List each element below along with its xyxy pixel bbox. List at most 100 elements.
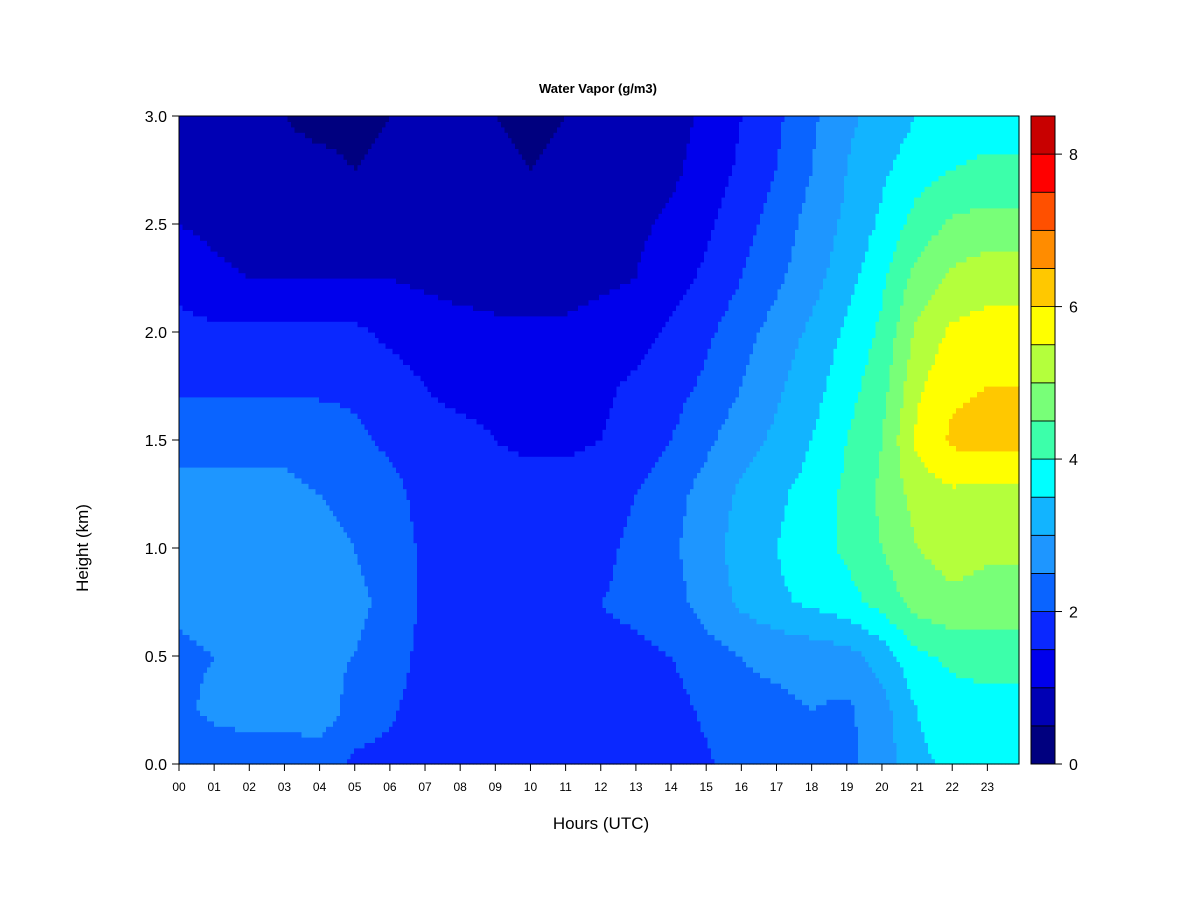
heatmap-cell — [606, 116, 611, 295]
heatmap-cell — [532, 164, 537, 317]
heatmap-cell — [326, 321, 331, 403]
heatmap-cell — [945, 440, 950, 484]
heatmap-cell — [756, 623, 761, 673]
heatmap-cell — [679, 677, 684, 765]
heatmap-cell — [221, 726, 226, 765]
heatmap-cell — [711, 229, 716, 338]
heatmap-cell — [879, 310, 884, 452]
heatmap-cell — [1001, 683, 1006, 765]
heatmap-cell — [301, 483, 306, 738]
x-tick-label: 11 — [559, 780, 572, 794]
heatmap-cell — [308, 278, 313, 322]
heatmap-cell — [959, 580, 964, 630]
heatmap-cell — [280, 731, 285, 765]
heatmap-cell — [746, 612, 751, 668]
heatmap-cell — [784, 585, 789, 635]
heatmap-cell — [991, 629, 996, 684]
heatmap-cell — [179, 396, 184, 468]
heatmap-cell — [252, 278, 257, 322]
heatmap-cell — [959, 450, 964, 484]
heatmap-cell — [193, 639, 198, 765]
heatmap-cell — [903, 137, 908, 225]
heatmap-cell — [511, 116, 516, 144]
heatmap-cell — [648, 116, 653, 236]
heatmap-cell — [347, 116, 352, 166]
heatmap-cell — [760, 623, 765, 679]
heatmap-cell — [970, 575, 975, 630]
heatmap-cell — [1001, 450, 1006, 484]
heatmap-cell — [378, 116, 383, 133]
heatmap-cell — [252, 396, 257, 468]
heatmap-cell — [879, 116, 884, 203]
heatmap-cell — [252, 321, 257, 398]
heatmap-cell — [200, 116, 205, 241]
heatmap-cell — [686, 288, 691, 398]
heatmap-cell — [546, 116, 551, 144]
heatmap-cell — [833, 116, 838, 236]
heatmap-cell — [949, 116, 954, 171]
heatmap-cell — [767, 677, 772, 765]
heatmap-cell — [336, 116, 341, 155]
heatmap-cell — [672, 310, 677, 430]
heatmap-cell — [210, 656, 215, 662]
x-tick-label: 07 — [418, 780, 432, 794]
heatmap-cell — [420, 380, 425, 765]
heatmap-cell — [875, 116, 880, 214]
heatmap-cell — [973, 310, 978, 398]
heatmap-cell — [816, 607, 821, 641]
heatmap-cell — [308, 737, 313, 765]
heatmap-cell — [637, 634, 642, 765]
heatmap-cell — [238, 731, 243, 765]
heatmap-cell — [760, 116, 765, 214]
heatmap-cell — [977, 207, 982, 257]
heatmap-cell — [399, 359, 404, 479]
heatmap-cell — [721, 315, 726, 425]
heatmap-cell — [245, 278, 250, 322]
heatmap-cell — [420, 288, 425, 382]
heatmap-cell — [182, 634, 187, 765]
heatmap-cell — [938, 283, 943, 344]
heatmap-cell — [557, 456, 562, 765]
x-tick-label: 16 — [735, 780, 749, 794]
heatmap-cell — [886, 699, 891, 765]
heatmap-cell — [882, 688, 887, 765]
heatmap-cell — [382, 450, 387, 733]
heatmap-cell — [350, 116, 355, 166]
heatmap-cell — [987, 305, 992, 387]
heatmap-cell — [840, 699, 845, 765]
heatmap-cell — [609, 580, 614, 614]
heatmap-cell — [231, 726, 236, 765]
heatmap-cell — [840, 618, 845, 646]
x-tick-label: 18 — [805, 780, 819, 794]
heatmap-cell — [886, 564, 891, 619]
heatmap-cell — [728, 407, 733, 511]
heatmap-cell — [312, 737, 317, 765]
heatmap-cell — [616, 386, 621, 549]
heatmap-cell — [287, 396, 292, 473]
heatmap-cell — [945, 629, 950, 668]
heatmap-cell — [1012, 305, 1017, 387]
heatmap-cell — [959, 629, 964, 679]
heatmap-cell — [245, 116, 250, 279]
heatmap-cell — [364, 618, 369, 743]
heatmap-cell — [382, 126, 387, 279]
heatmap-cell — [413, 288, 418, 376]
heatmap-cell — [291, 116, 296, 128]
heatmap-cell — [924, 116, 929, 187]
heatmap-cell — [889, 710, 894, 765]
heatmap-cell — [445, 299, 450, 409]
heatmap-cell — [182, 229, 187, 311]
heatmap-cell — [903, 116, 908, 139]
heatmap-cell — [861, 261, 866, 376]
heatmap-cell — [952, 213, 957, 268]
heatmap-cell — [452, 407, 457, 765]
heatmap-cell — [308, 137, 313, 279]
heatmap-cell — [207, 720, 212, 765]
colorbar-swatch — [1030, 268, 1056, 307]
heatmap-cell — [830, 639, 835, 700]
heatmap-cell — [277, 321, 282, 398]
heatmap-cell — [298, 278, 303, 322]
heatmap-cell — [203, 116, 208, 241]
heatmap-cell — [329, 726, 334, 765]
heatmap-cell — [910, 645, 915, 700]
